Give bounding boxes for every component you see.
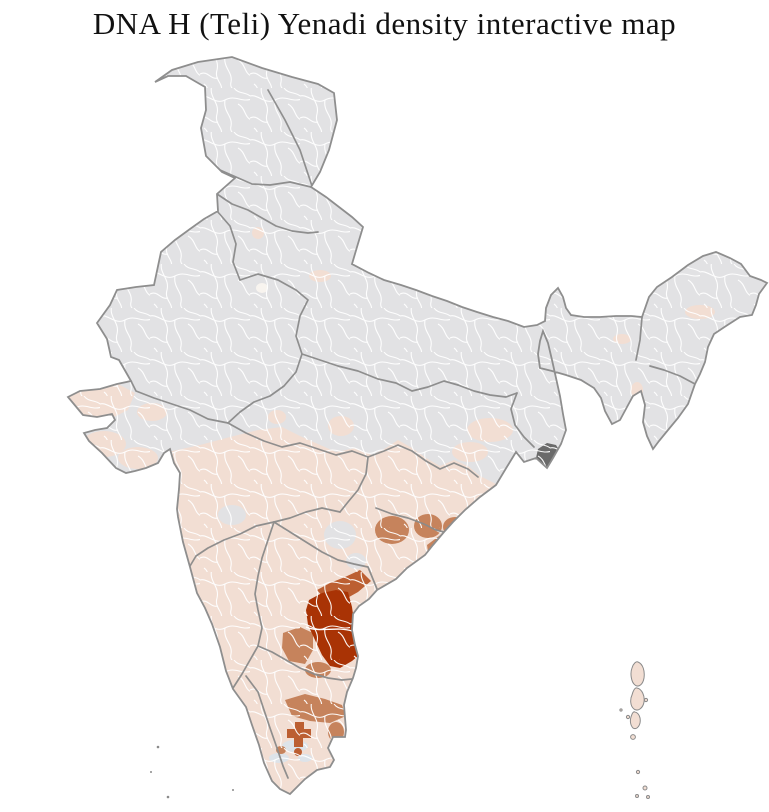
andaman-nicobar-islands[interactable] xyxy=(619,661,650,799)
lakshadweep-islands[interactable] xyxy=(150,745,234,799)
state-borders xyxy=(130,89,696,779)
map-title: DNA H (Teli) Yenadi density interactive … xyxy=(92,6,677,41)
district-borders-mesh xyxy=(68,57,767,794)
